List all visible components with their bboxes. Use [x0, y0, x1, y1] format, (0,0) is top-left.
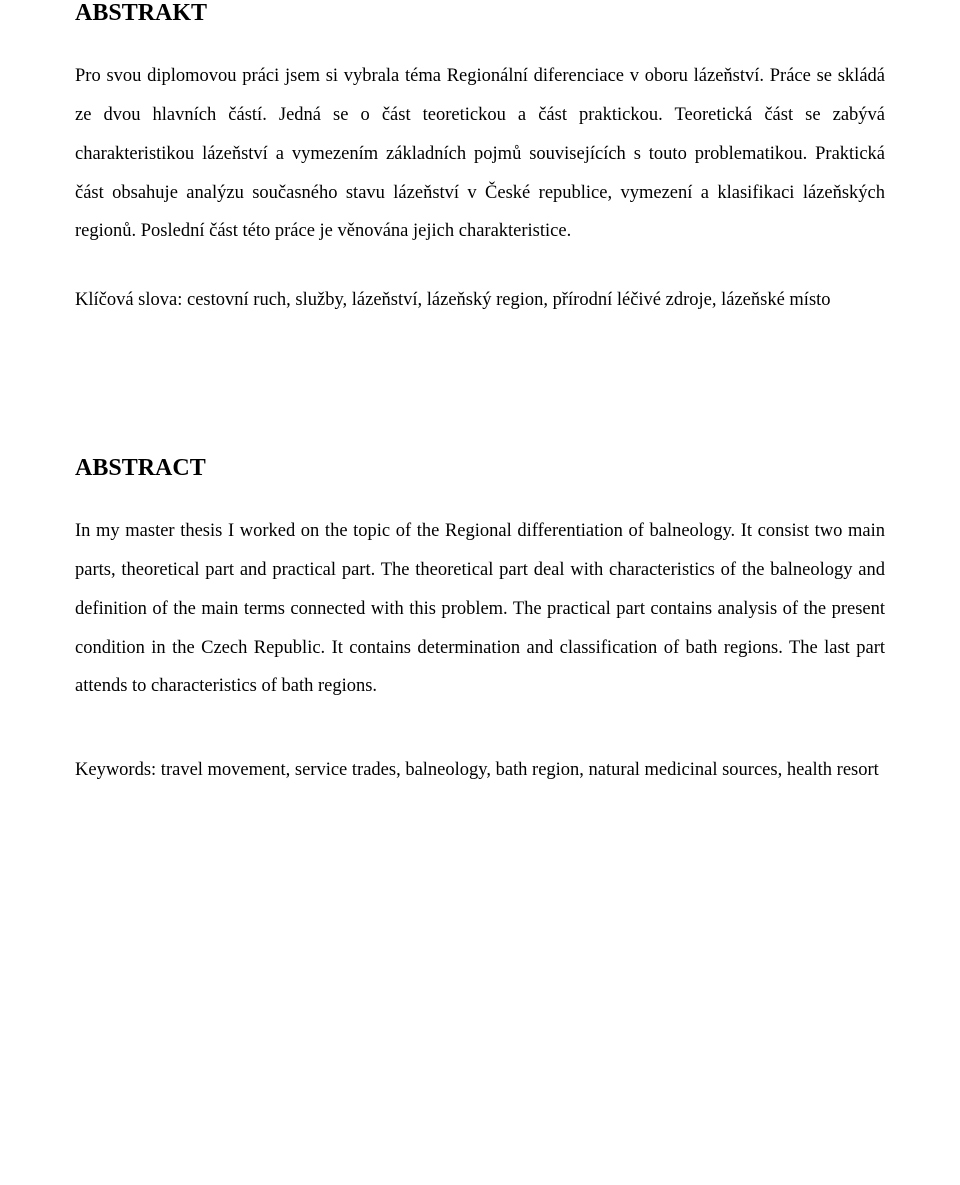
- keywords-en-text: Keywords: travel movement, service trade…: [75, 751, 885, 790]
- abstract-cz-text: Pro svou diplomovou práci jsem si vybral…: [75, 57, 885, 251]
- abstract-en-text: In my master thesis I worked on the topi…: [75, 512, 885, 706]
- keywords-cz-text: Klíčová slova: cestovní ruch, služby, lá…: [75, 281, 885, 320]
- abstrakt-heading: ABSTRAKT: [75, 0, 885, 27]
- abstract-heading: ABSTRACT: [75, 455, 885, 482]
